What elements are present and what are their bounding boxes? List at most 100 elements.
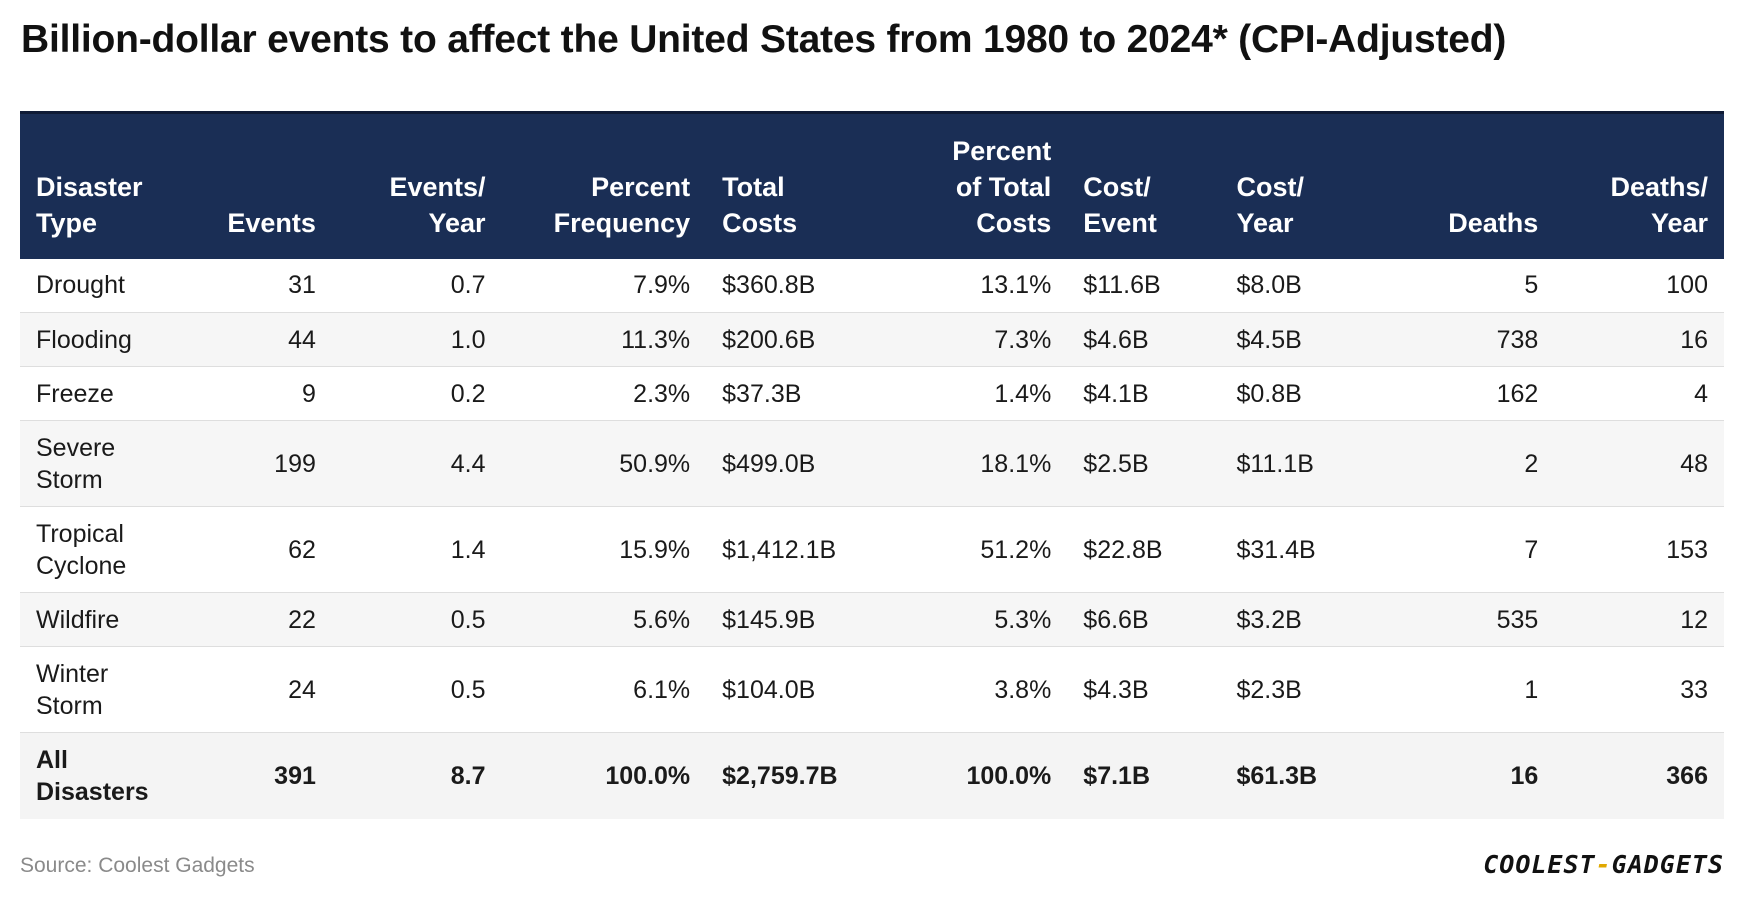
table-cell: 18.1%	[897, 420, 1068, 507]
table-cell: 3.8%	[897, 646, 1068, 733]
table-cell: 0.5	[331, 592, 502, 647]
table-cell: 12	[1554, 592, 1724, 647]
table-row: Winter Storm 24 0.5 6.1% $104.0B 3.8% $4.3B $2.…	[20, 646, 1724, 733]
column-header: Events/ Year	[389, 171, 486, 238]
table-cell: $145.9B	[706, 592, 898, 647]
table-cell: 535	[1395, 592, 1555, 647]
table-cell: 2	[1395, 420, 1555, 507]
table-cell: 9	[184, 366, 332, 421]
table-cell: $4.5B	[1220, 312, 1396, 367]
coolest-gadgets-logo: COOLEST-GADGETS	[1483, 850, 1724, 879]
table-cell: 100.0%	[966, 761, 1052, 790]
table-cell: 44	[184, 312, 332, 367]
column-header: Percent Frequency	[553, 171, 691, 238]
table-cell: 100.0%	[605, 761, 691, 790]
table-cell: $2.5B	[1067, 420, 1221, 507]
data-table-wrap: Disaster Type Events Events/ Year Percent F…	[20, 111, 1724, 819]
table-cell: 5.6%	[501, 592, 707, 647]
column-header: Cost/ Event	[1083, 171, 1157, 238]
row-label-cell: Wildfire	[20, 592, 185, 647]
table-cell: 153	[1554, 506, 1724, 593]
table-cell: 0.5	[331, 646, 502, 733]
table-cell: 738	[1395, 312, 1555, 367]
table-cell: 22	[184, 592, 332, 647]
table-cell: 7.3%	[897, 312, 1068, 367]
table-cell: 1.0	[331, 312, 502, 367]
row-label-cell: Tropical Cyclone	[20, 506, 185, 593]
row-label-cell: Freeze	[20, 366, 185, 421]
chart-title: Billion-dollar events to affect the Unit…	[21, 18, 1507, 61]
table-cell: 2.3%	[501, 366, 707, 421]
table-cell: $2.3B	[1220, 646, 1396, 733]
table-cell: 13.1%	[897, 258, 1068, 313]
column-header: Deaths	[1448, 207, 1539, 238]
table-cell: $4.3B	[1067, 646, 1221, 733]
table-cell: 5	[1395, 258, 1555, 313]
table-cell: 31	[184, 258, 332, 313]
table-cell: 366	[1666, 761, 1708, 790]
table-cell: 51.2%	[897, 506, 1068, 593]
table-cell: $8.0B	[1220, 258, 1396, 313]
table-body: Drought 31 0.7 7.9% $360.8B 13.1% $11.6B $8.0B 5…	[20, 258, 1724, 819]
logo-dash: -	[1595, 850, 1612, 879]
table-cell: $61.3B	[1236, 761, 1318, 790]
total-row: All Disasters 391 8.7 100.0% $2,759.7B 100.0%…	[20, 732, 1724, 819]
table-row: Tropical Cyclone 62 1.4 15.9% $1,412.1B 51.2%…	[20, 506, 1724, 593]
column-header: Percent of Total Costs	[952, 135, 1052, 238]
table-cell: 1	[1395, 646, 1555, 733]
column-header: Deaths/ Year	[1610, 171, 1708, 238]
column-header: Cost/ Year	[1236, 171, 1305, 238]
table-cell: 7.9%	[501, 258, 707, 313]
table-cell: 48	[1554, 420, 1724, 507]
table-cell: 16	[1554, 312, 1724, 367]
table-cell: $3.2B	[1220, 592, 1396, 647]
table-cell: $11.6B	[1067, 258, 1221, 313]
table-row: Severe Storm 199 4.4 50.9% $499.0B 18.1% $2.5B…	[20, 420, 1724, 507]
row-label-cell: Severe Storm	[20, 420, 185, 507]
table-cell: $200.6B	[706, 312, 898, 367]
table-cell: 0.7	[331, 258, 502, 313]
table-cell: $1,412.1B	[706, 506, 898, 593]
table-cell: $360.8B	[706, 258, 898, 313]
table-cell: 0.2	[331, 366, 502, 421]
table-cell: $104.0B	[706, 646, 898, 733]
table-cell: $0.8B	[1220, 366, 1396, 421]
table-cell: 6.1%	[501, 646, 707, 733]
table-cell: $31.4B	[1220, 506, 1396, 593]
table-cell: 8.7	[450, 761, 486, 790]
table-cell: 1.4	[331, 506, 502, 593]
table-cell: 50.9%	[501, 420, 707, 507]
table-cell: $2,759.7B	[722, 761, 838, 790]
row-label-cell: Winter Storm	[20, 646, 185, 733]
table-cell: 11.3%	[501, 312, 707, 367]
table-cell: $7.1B	[1083, 761, 1151, 790]
table-row: Freeze 9 0.2 2.3% $37.3B 1.4% $4.1B $0.8B 162 4	[20, 366, 1724, 421]
table-row: Wildfire 22 0.5 5.6% $145.9B 5.3% $6.6B $3.2B 53…	[20, 592, 1724, 647]
table-cell: 1.4%	[897, 366, 1068, 421]
row-label-cell: Drought	[20, 258, 185, 313]
table-cell: 33	[1554, 646, 1724, 733]
table-cell: $11.1B	[1220, 420, 1396, 507]
table-cell: 7	[1395, 506, 1555, 593]
row-label-cell: All Disasters	[36, 745, 149, 806]
table-cell: 5.3%	[897, 592, 1068, 647]
table-cell: 16	[1510, 761, 1539, 790]
source-note: Source: Coolest Gadgets	[20, 854, 255, 877]
table-cell: 100	[1554, 258, 1724, 313]
data-table: Disaster Type Events Events/ Year Percent F…	[20, 111, 1724, 819]
table-cell: 4	[1554, 366, 1724, 421]
table-row: Flooding 44 1.0 11.3% $200.6B 7.3% $4.6B $4.5B 7…	[20, 312, 1724, 367]
table-cell: 4.4	[331, 420, 502, 507]
column-header: Total Costs	[722, 171, 798, 238]
table-cell: 15.9%	[501, 506, 707, 593]
header-row: Disaster Type Events Events/ Year Percent F…	[20, 112, 1724, 259]
table-cell: $499.0B	[706, 420, 898, 507]
logo-part2: GADGETS	[1611, 850, 1724, 879]
column-header: Disaster Type	[36, 171, 143, 238]
table-cell: 162	[1395, 366, 1555, 421]
table-cell: $6.6B	[1067, 592, 1221, 647]
table-cell: 199	[184, 420, 332, 507]
table-cell: $4.1B	[1067, 366, 1221, 421]
table-cell: $22.8B	[1067, 506, 1221, 593]
